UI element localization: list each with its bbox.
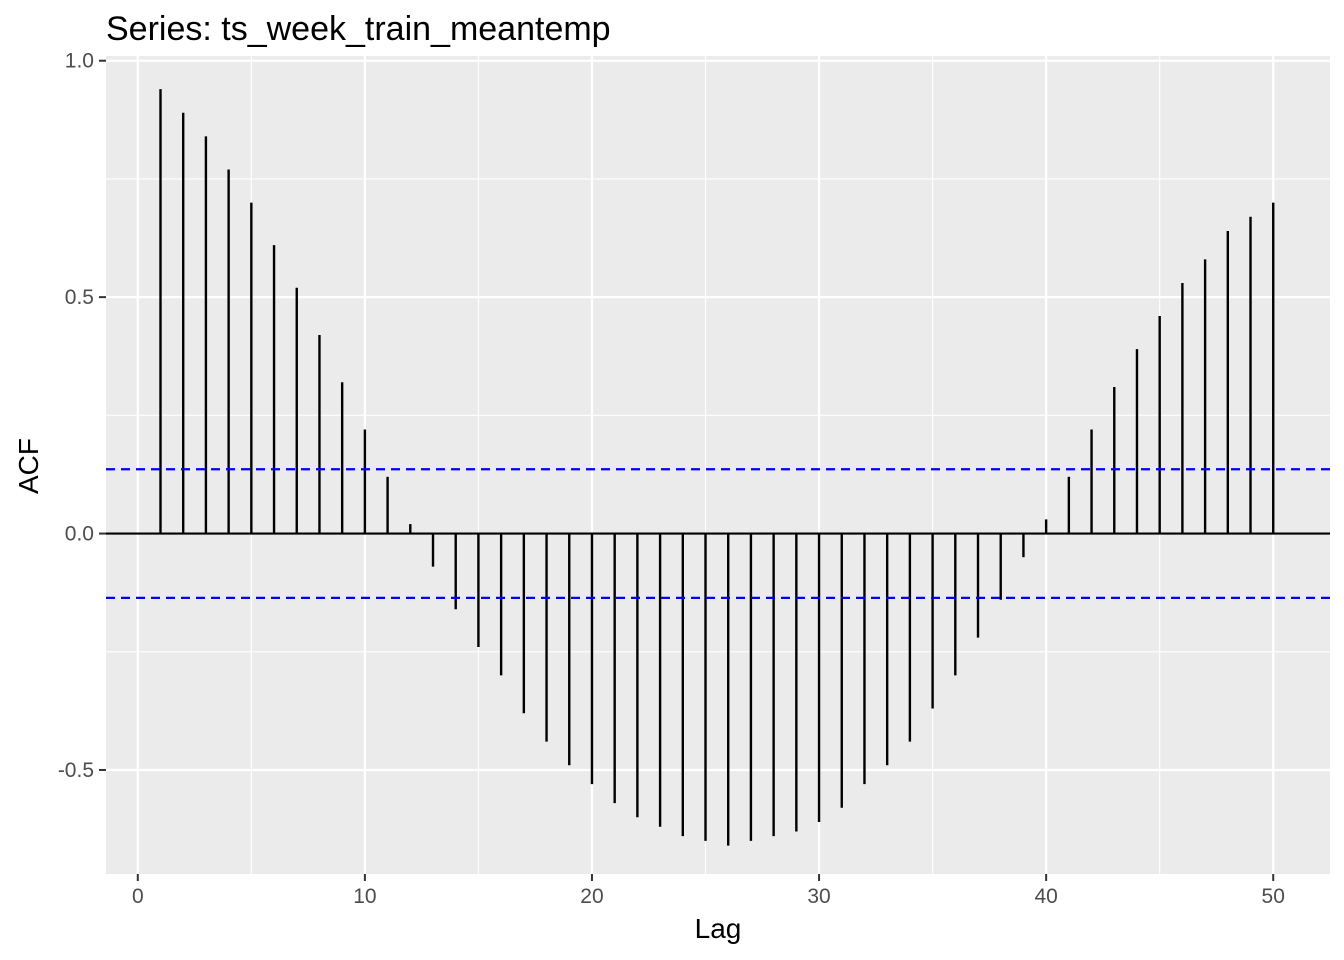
minor-gridlines: [106, 56, 1330, 874]
confidence-lines: [106, 468, 1330, 599]
y-axis-title: ACF: [13, 438, 44, 494]
x-tick-label: 20: [580, 885, 603, 908]
acf-bars: [159, 89, 1275, 846]
x-axis: 0 10 20 30 40 50: [132, 874, 1285, 908]
y-tick-label: 0.5: [65, 286, 94, 309]
x-tick-label: 50: [1262, 885, 1285, 908]
x-tick-label: 40: [1034, 885, 1057, 908]
x-axis-title: Lag: [695, 913, 742, 944]
chart-title: Series: ts_week_train_meantemp: [106, 10, 611, 48]
plot-panel: [106, 56, 1330, 874]
y-tick-label: 1.0: [65, 50, 94, 73]
x-tick-label: 0: [132, 885, 144, 908]
y-tick-label: 0.0: [65, 523, 94, 546]
y-tick-label: -0.5: [58, 759, 94, 782]
x-tick-label: 10: [353, 885, 376, 908]
y-axis: 1.0 0.5 0.0 -0.5: [58, 50, 106, 782]
x-tick-label: 30: [807, 885, 830, 908]
